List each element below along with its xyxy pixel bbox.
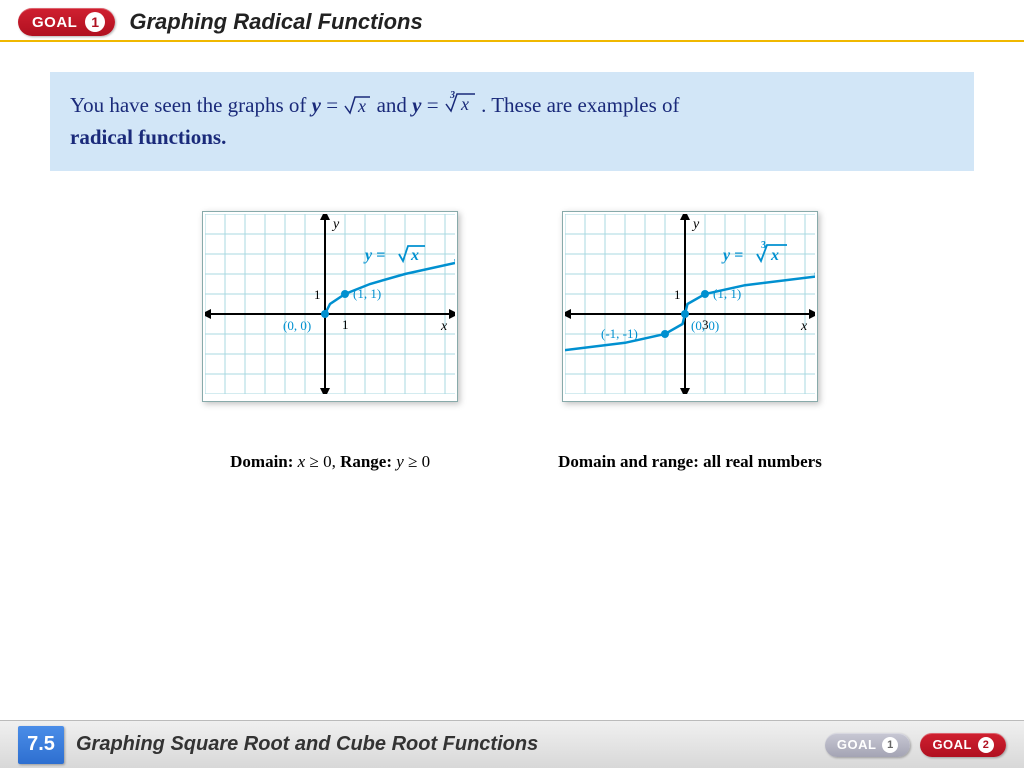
footer-title: Graphing Square Root and Cube Root Funct… [76, 733, 815, 756]
sqrt-icon: x [343, 94, 371, 116]
page-title: Graphing Radical Functions [129, 9, 422, 35]
svg-text:y: y [331, 217, 340, 232]
intro-eq1-eq: = [321, 93, 343, 117]
chart-right-frame: yx13(-1, -1)(0, 0)(1, 1)y =3x [562, 211, 818, 402]
svg-text:x: x [460, 94, 469, 114]
footer-bar: 7.5 Graphing Square Root and Cube Root F… [0, 720, 1024, 768]
svg-text:1: 1 [342, 317, 349, 332]
svg-text:(0, 0): (0, 0) [691, 318, 719, 333]
intro-mid: and [377, 93, 413, 117]
goal-badge-number: 1 [85, 12, 105, 32]
intro-box: You have seen the graphs of y = x and y … [50, 72, 974, 171]
chart-right-domain: Domain and range: all real numbers [558, 452, 822, 472]
footer-goal2-pill[interactable]: GOAL 2 [920, 733, 1006, 757]
chart-left-block: y x 1 1 (0, 0) (1, 1) y = x Domain: x ≥ 0, Rang… [202, 211, 458, 472]
svg-text:x: x [440, 319, 448, 334]
chart-left-frame: y x 1 1 (0, 0) (1, 1) y = x [202, 211, 458, 402]
goal-badge: GOAL 1 [18, 8, 115, 36]
section-badge: 7.5 [18, 726, 64, 764]
intro-part2: . These are examples of [481, 93, 679, 117]
svg-text:(1, 1): (1, 1) [713, 286, 741, 301]
charts-row: y x 1 1 (0, 0) (1, 1) y = x Domain: x ≥ 0, Rang… [0, 211, 1024, 472]
svg-text:(0, 0): (0, 0) [283, 318, 311, 333]
intro-part1: You have seen the graphs of [70, 93, 312, 117]
goal-badge-text: GOAL [32, 14, 77, 31]
svg-text:x: x [357, 96, 366, 116]
header-bar: GOAL 1 Graphing Radical Functions [0, 0, 1024, 42]
svg-text:1: 1 [674, 287, 681, 302]
svg-text:y =: y = [721, 247, 743, 264]
footer-goal1-pill[interactable]: GOAL 1 [825, 733, 911, 757]
svg-text:(-1, -1): (-1, -1) [601, 326, 638, 341]
svg-text:3: 3 [449, 90, 455, 101]
svg-text:(1, 1): (1, 1) [353, 286, 381, 301]
svg-text:x: x [410, 247, 419, 264]
svg-text:x: x [770, 247, 779, 264]
cbrt-icon: 3 x [444, 90, 476, 116]
chart-right-block: yx13(-1, -1)(0, 0)(1, 1)y =3x Domain and… [558, 211, 822, 472]
chart-left-domain: Domain: x ≥ 0, Range: y ≥ 0 [230, 452, 430, 472]
svg-text:y: y [691, 217, 700, 232]
svg-text:y =: y = [363, 247, 385, 264]
svg-text:1: 1 [314, 287, 321, 302]
chart-right: yx13(-1, -1)(0, 0)(1, 1)y =3x [565, 214, 815, 394]
intro-eq1-y: y [312, 93, 321, 117]
chart-left: y x 1 1 (0, 0) (1, 1) y = x [205, 214, 455, 394]
intro-eq2-eq: = [421, 93, 443, 117]
intro-bold-term: radical functions. [70, 125, 226, 149]
svg-text:x: x [800, 319, 808, 334]
